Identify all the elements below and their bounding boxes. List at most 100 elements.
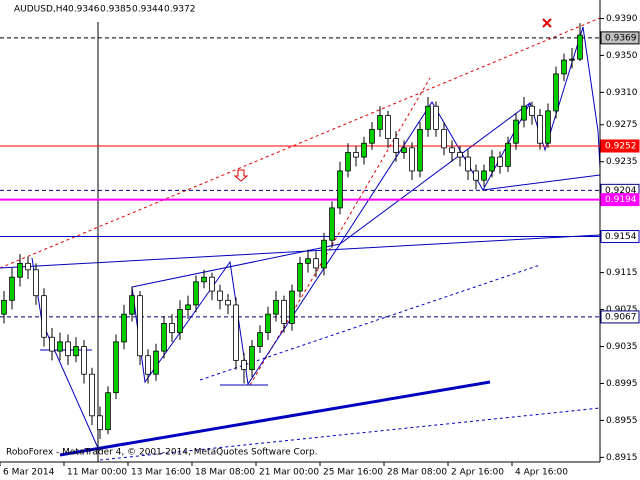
candle-body — [201, 276, 207, 283]
x-tick-label: 28 Mar 08:00 — [387, 468, 447, 478]
wave-line — [339, 102, 531, 245]
candle-body — [193, 281, 199, 306]
candle-body — [265, 313, 271, 334]
candle-body — [505, 142, 511, 167]
candle-body — [553, 73, 559, 112]
candle-body — [577, 34, 583, 60]
level-label-box — [600, 31, 640, 45]
candle-body — [65, 341, 71, 357]
candle-body — [241, 359, 247, 370]
y-tick-label: 0.8995 — [606, 379, 638, 389]
candle-body — [441, 128, 447, 149]
candle-body — [89, 373, 95, 417]
candle-body — [545, 110, 551, 144]
candle-body — [337, 170, 343, 209]
candle-body — [177, 309, 183, 334]
candle-body — [409, 147, 415, 172]
symbol-label: AUDUSD,H4 — [14, 5, 69, 15]
candle-body — [105, 392, 111, 431]
candle-body — [129, 295, 135, 315]
arrow-marker — [233, 169, 249, 182]
wave-line — [131, 243, 341, 288]
y-tick-label: 0.9310 — [606, 88, 638, 98]
x-tick-label: 6 Mar 2014 — [3, 468, 55, 478]
candle-body — [401, 147, 407, 153]
header-low: 0.9344 — [132, 5, 164, 15]
candle-body — [425, 105, 431, 130]
candle-body — [537, 115, 543, 144]
candle-body — [1, 299, 7, 315]
candle-body — [513, 119, 519, 144]
candle-body — [489, 156, 495, 172]
y-tick-label: 0.9235 — [606, 157, 638, 167]
x-tick-label: 25 Mar 16:00 — [323, 468, 383, 478]
candle-body — [97, 415, 103, 431]
x-tick-label: 2 Apr 16:00 — [451, 468, 504, 478]
candle-body — [313, 258, 319, 269]
y-tick-label: 0.8955 — [606, 416, 638, 426]
candle-body — [497, 156, 503, 167]
level-label: 0.9194 — [605, 195, 637, 205]
candle-body — [25, 262, 31, 271]
footer: RoboForex - MetaTrader 4, © 2001-2014, M… — [6, 448, 318, 458]
candle-body — [321, 239, 327, 269]
cross-marker — [542, 18, 552, 28]
level-label-box — [600, 310, 640, 324]
candle-body — [33, 269, 39, 297]
candle-body — [521, 105, 527, 121]
y-tick-label: 0.9035 — [606, 342, 638, 352]
level-label-box — [600, 139, 640, 153]
candle-body — [57, 341, 63, 352]
channel-line — [249, 77, 431, 386]
candle-body — [41, 295, 47, 338]
header-close: 0.9372 — [164, 5, 196, 15]
channel-line — [0, 17, 601, 269]
candle-body — [481, 170, 487, 181]
trend-line — [59, 380, 491, 457]
analysis-lines — [0, 17, 601, 462]
candle-body — [233, 304, 239, 361]
candle-body — [305, 258, 311, 264]
y-tick-label: 0.9350 — [606, 51, 638, 61]
level-label-box — [600, 193, 640, 207]
candle-body — [113, 341, 119, 394]
candle-body — [361, 142, 367, 158]
level-label: 0.9154 — [605, 232, 637, 242]
candle-body — [297, 262, 303, 292]
level-label: 0.9204 — [605, 186, 637, 196]
candle-body — [169, 322, 175, 334]
x-tick-label: 21 Mar 00:00 — [259, 468, 319, 478]
level-label: 0.9067 — [605, 312, 637, 322]
candle-body — [417, 128, 423, 172]
level-label: 0.9369 — [605, 33, 637, 43]
y-tick-label: 0.9390 — [606, 14, 638, 24]
x-tick-label: 18 Mar 08:00 — [195, 468, 255, 478]
candle-body — [145, 355, 151, 375]
candle-body — [473, 170, 479, 181]
candle-body — [217, 290, 223, 301]
candle-body — [377, 115, 383, 130]
level-label: 0.9252 — [605, 141, 637, 151]
candle-body — [81, 346, 87, 375]
candle-body — [433, 105, 439, 130]
candle-body — [345, 152, 351, 172]
candle-body — [209, 276, 215, 292]
candle-body — [49, 336, 55, 352]
candle-body — [329, 207, 335, 241]
y-tick-label: 0.9275 — [606, 120, 638, 130]
header-open: 0.9346 — [68, 5, 100, 15]
candle-body — [393, 138, 399, 153]
x-tick-label: 11 Mar 00:00 — [67, 468, 127, 478]
candle-body — [281, 299, 287, 324]
level-label-box — [600, 230, 640, 244]
candle-body — [257, 332, 263, 347]
candle-body — [185, 304, 191, 310]
candle-body — [225, 299, 231, 306]
candle-body — [249, 346, 255, 371]
candle-body — [353, 152, 359, 158]
candle-body — [465, 156, 471, 172]
candle-body — [121, 313, 127, 343]
candle-body — [17, 262, 23, 278]
